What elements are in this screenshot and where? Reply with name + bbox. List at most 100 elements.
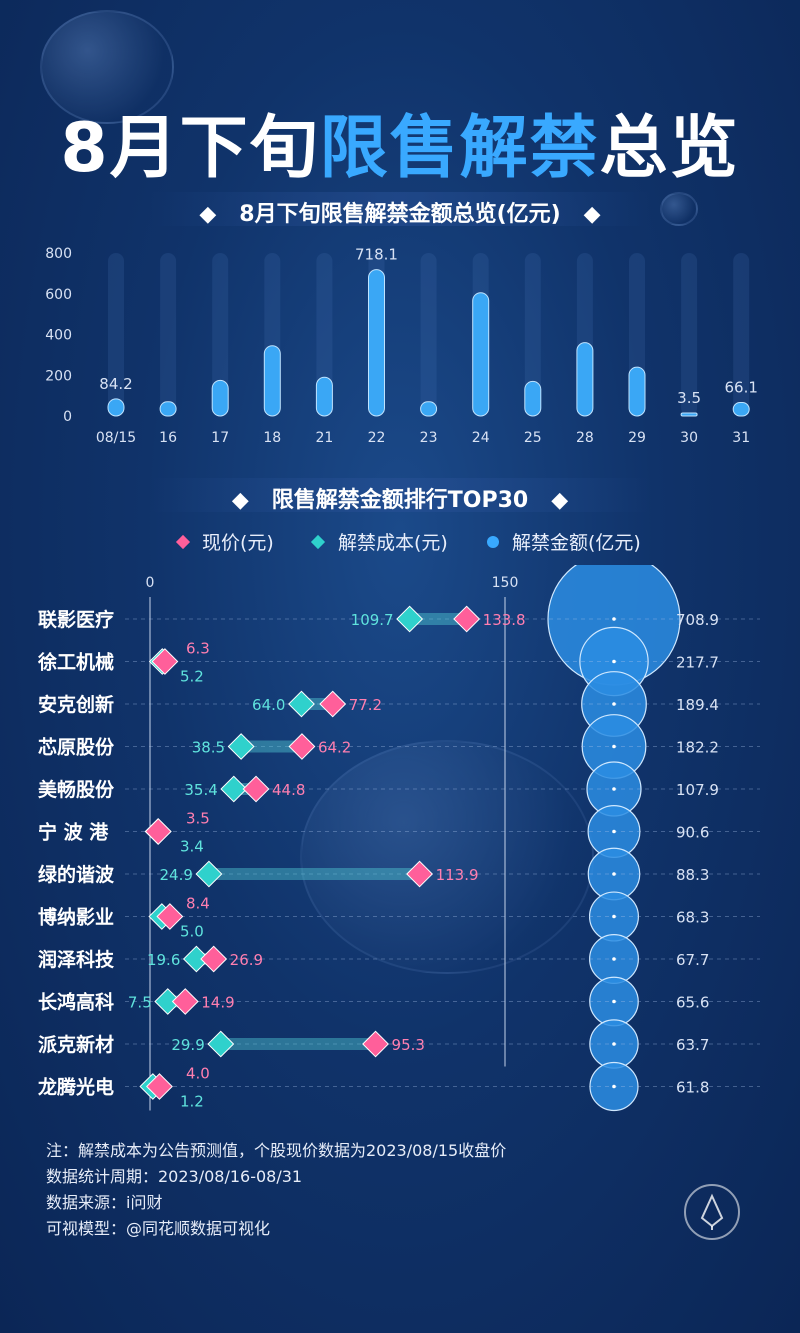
current-price-label: 95.3 (392, 1036, 425, 1054)
bar-chart: 0 200 400 600 800 08/15 84.2 16 17 18 21 22 718.1 23 2… (45, 246, 758, 446)
unlock-cost-marker (154, 988, 182, 1015)
coin-icon (300, 740, 594, 974)
stock-name: 联影医疗 (38, 608, 114, 631)
bubble-center (612, 914, 616, 919)
bar-track (681, 253, 698, 416)
unlock-cost-marker (195, 860, 223, 888)
current-price-label: 77.2 (349, 696, 382, 714)
current-price-label: 4.0 (186, 1065, 210, 1083)
ranking-chart-title: ◆ 限售解禁金额排行TOP30 ◆ (231, 488, 569, 513)
note-line: 数据来源：i问财 (46, 1193, 163, 1212)
current-price-label: 64.2 (318, 739, 351, 757)
legend-current-price: 现价(元) (202, 532, 274, 554)
data-label: 84.2 (99, 375, 132, 393)
x-tick-label: 16 (159, 430, 177, 446)
x-tick-label: 30 (680, 430, 698, 446)
y-tick-label: 400 (45, 328, 72, 344)
y-tick-label: 600 (45, 287, 72, 303)
bar (472, 292, 490, 417)
bar (159, 401, 177, 417)
stock-name: 长鸿高科 (38, 991, 114, 1014)
current-price-marker (288, 733, 316, 760)
current-price-label: 6.3 (186, 640, 210, 658)
current-price-label: 14.9 (201, 994, 234, 1012)
current-price-marker (146, 1073, 173, 1100)
section-band (150, 478, 650, 512)
current-price-marker (151, 648, 179, 675)
range-bar (208, 868, 420, 880)
unlock-amount-label: 61.8 (676, 1079, 709, 1097)
unlock-cost-marker (182, 945, 210, 973)
bar (211, 379, 229, 417)
range-bar (409, 613, 467, 625)
axis-tick-label: 150 (492, 575, 519, 591)
bar (263, 345, 281, 417)
x-tick-label: 22 (368, 430, 386, 446)
x-tick-label: 28 (576, 430, 594, 446)
unlock-amount-label: 217.7 (676, 654, 719, 672)
note-line: 数据统计周期：2023/08/16-08/31 (46, 1167, 303, 1186)
unlock-cost-label: 35.4 (184, 781, 217, 799)
bar (576, 342, 594, 417)
legend-unlock-amount: 解禁金额(亿元) (512, 532, 641, 554)
current-price-label: 8.4 (186, 895, 210, 913)
coin-icon (40, 10, 174, 124)
unlock-amount-label: 68.3 (676, 909, 709, 927)
bar-chart-title: ◆ 8月下旬限售解禁金额总览(亿元) ◆ (199, 202, 601, 227)
unlock-cost-label: 64.0 (252, 696, 285, 714)
y-tick-label: 800 (45, 246, 72, 262)
bubble-center (612, 617, 616, 621)
page-title: 8月下旬限售解禁总览 (60, 109, 740, 188)
unlock-amount-label: 90.6 (676, 824, 709, 842)
x-tick-label: 31 (732, 430, 750, 446)
unlock-cost-label: 29.9 (171, 1036, 204, 1054)
bar-track (524, 253, 541, 416)
unlock-cost-label: 38.5 (192, 739, 225, 757)
bar-track (420, 253, 437, 416)
legend-unlock-cost: 解禁成本(元) (338, 532, 448, 554)
bar (315, 376, 333, 417)
x-tick-label: 21 (315, 430, 333, 446)
diamond-icon (310, 534, 326, 550)
brand-logo-icon (684, 1184, 740, 1240)
current-price-marker (453, 605, 481, 633)
bar-track (212, 253, 229, 416)
section-band (150, 192, 650, 226)
unlock-amount-label: 189.4 (676, 696, 719, 714)
bar (680, 412, 698, 417)
x-tick-label: 29 (628, 430, 646, 446)
current-price-marker (171, 988, 199, 1015)
bubble-center (612, 872, 616, 876)
bubble-center (612, 702, 616, 706)
bar (732, 402, 750, 417)
bar-track (316, 253, 333, 416)
dot-icon (487, 536, 499, 548)
bar (107, 398, 125, 417)
unlock-cost-marker (220, 775, 248, 803)
unlock-amount-label: 107.9 (676, 781, 719, 799)
current-price-label: 44.8 (272, 781, 305, 799)
bar (524, 380, 542, 417)
current-price-label: 26.9 (230, 951, 263, 969)
current-price-label: 113.9 (436, 866, 479, 884)
bubble-center (612, 744, 616, 749)
current-price-marker (362, 1030, 389, 1058)
unlock-cost-label: 3.4 (180, 838, 204, 856)
bar-track (733, 253, 750, 416)
unlock-cost-label: 109.7 (351, 611, 394, 629)
x-tick-label: 24 (472, 430, 490, 446)
unlock-cost-label: 5.2 (180, 668, 204, 686)
unlock-cost-marker (227, 733, 255, 760)
current-price-marker (319, 690, 347, 718)
current-price-label: 133.8 (483, 611, 526, 629)
bar-track (160, 253, 177, 416)
unlock-amount-label: 182.2 (676, 739, 719, 757)
ranking-chart: 0 150 联影医疗 109.7 133.8 708.9 徐工机械 6.3 5.2 217.7 安克… (37, 565, 760, 1112)
unlock-amount-label: 63.7 (676, 1036, 709, 1054)
x-tick-label: 17 (211, 430, 229, 446)
stock-name: 美畅股份 (38, 778, 115, 801)
unlock-amount-label: 67.7 (676, 951, 709, 969)
stock-name: 博纳影业 (38, 906, 114, 929)
unlock-cost-label: 1.2 (180, 1093, 204, 1111)
bubble-center (612, 1042, 616, 1046)
